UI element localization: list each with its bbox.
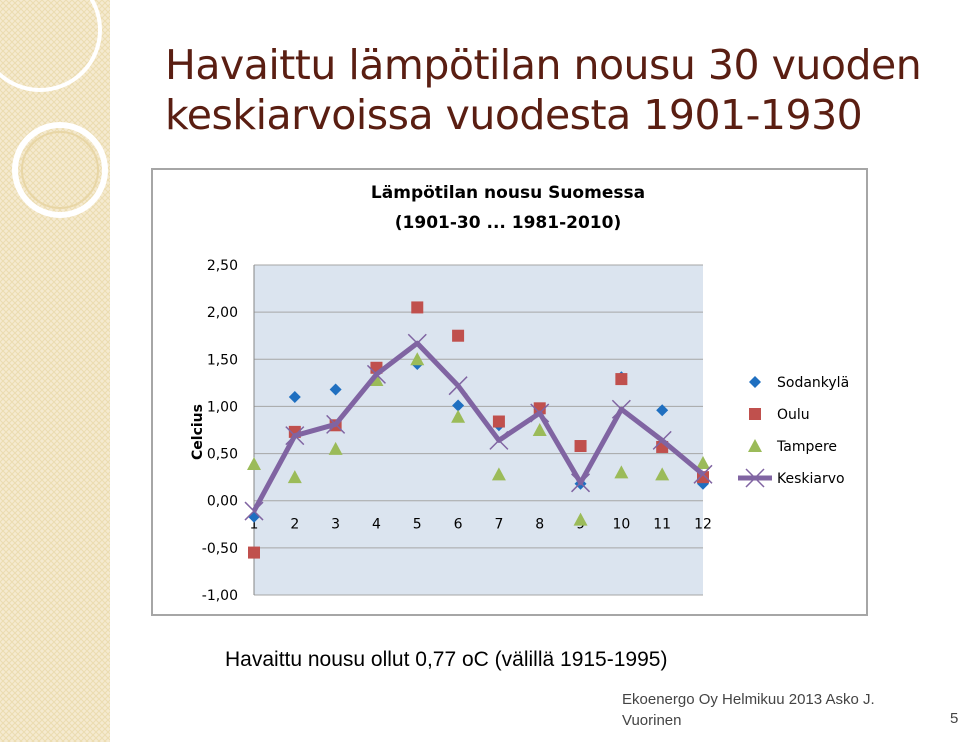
plot-area [254,265,703,595]
legend-label: Tampere [776,439,837,455]
data-point [407,333,427,353]
data-point [533,402,546,415]
legend-swatch [748,439,762,452]
data-point [410,352,425,366]
data-point [288,391,301,403]
y-axis-title: Celcius [190,404,206,460]
data-point [573,512,588,526]
page-number: 5 [950,710,959,727]
slide-title: Havaittu lämpötilan nousu 30 vuoden keski… [165,40,922,140]
data-point [530,403,550,423]
data-point [248,546,260,559]
legend-label: Sodankylä [777,375,849,391]
data-point [532,423,547,436]
data-point [489,430,509,450]
data-point [329,383,342,396]
x-tick-label: 2 [290,517,299,533]
caption: Havaittu nousu ollut 0,77 oC (välillä 19… [225,648,668,671]
x-tick-label: 8 [535,517,544,533]
y-tick-label: -0,50 [202,541,238,557]
data-point [652,430,672,450]
title-line: Havaittu lämpötilan nousu 30 vuoden [165,41,922,89]
data-point [411,301,424,314]
chart-title: Lämpötilan nousu Suomessa [371,183,645,203]
y-tick-label: 0,50 [207,447,238,463]
data-point [247,456,261,470]
y-tick-label: -1,00 [202,588,238,604]
legend-swatch [749,408,761,420]
data-point [326,414,346,434]
chart-subtitle: (1901-30 ... 1981-2010) [395,213,621,233]
data-point [655,467,670,481]
y-tick-label: 1,00 [207,399,238,415]
data-point [615,373,628,386]
legend-label: Keskiarvo [777,471,845,487]
data-point [611,399,631,419]
y-tick-label: 2,00 [207,305,238,321]
decoration [0,0,110,742]
x-tick-label: 7 [494,517,503,533]
data-point [451,409,466,423]
data-point [328,441,343,455]
data-point [491,467,506,481]
legend-swatch [749,376,761,388]
x-tick-label: 4 [372,517,381,533]
data-point [366,364,386,384]
data-point [614,465,629,479]
chart: Lämpötilan nousu Suomessa (1901-30 ... 1… [151,168,868,616]
title-line: keskiarvoissa vuodesta 1901-1930 [165,91,863,139]
data-point [452,399,465,412]
series-line [251,340,705,513]
data-point [492,415,505,428]
data-point [244,501,264,521]
legend-swatch [745,468,765,488]
data-point [656,404,669,417]
x-tick-label: 10 [612,517,630,533]
data-point [452,329,465,342]
x-tick-label: 3 [331,517,340,533]
legend-label: Oulu [777,407,810,423]
x-tick-label: 1 [250,517,259,533]
y-tick-label: 0,00 [207,494,238,510]
x-tick-label: 6 [454,517,463,533]
data-point [571,473,591,493]
data-point [285,426,305,446]
data-point [287,470,302,484]
data-point [574,440,587,453]
x-tick-label: 11 [653,517,671,533]
data-point [696,456,710,469]
data-point [448,376,468,396]
y-tick-label: 2,50 [207,258,238,274]
data-point [693,464,713,484]
data-point [369,373,384,387]
y-tick-label: 1,50 [207,352,238,368]
x-tick-label: 12 [694,517,712,533]
footer: Ekoenergo Oy Helmikuu 2013 Asko J. Vuori… [622,691,875,729]
x-tick-label: 5 [413,517,422,533]
